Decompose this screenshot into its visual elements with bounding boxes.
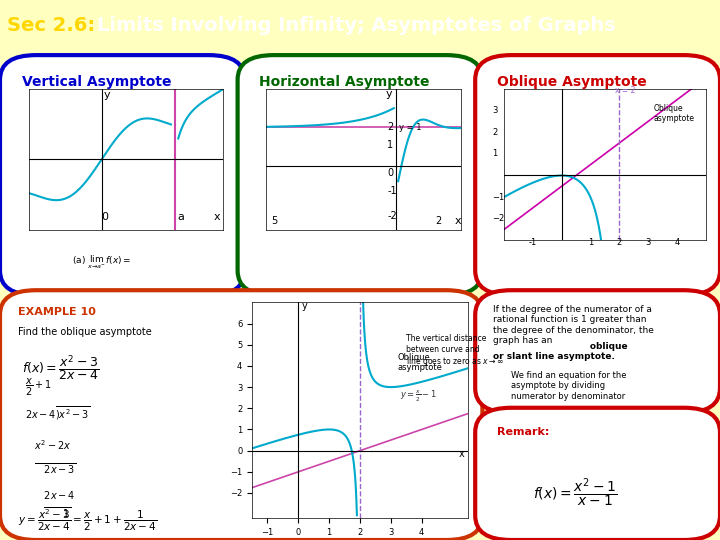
Text: Limits Involving Infinity; Asymptotes of Graphs: Limits Involving Infinity; Asymptotes of…: [97, 16, 616, 35]
Text: -2: -2: [387, 211, 397, 221]
Text: 2: 2: [616, 238, 622, 247]
Text: 0: 0: [102, 212, 109, 222]
Text: 1: 1: [588, 238, 593, 247]
Text: 3: 3: [492, 106, 498, 115]
Text: x: x: [459, 449, 464, 459]
Text: y: y: [302, 301, 307, 310]
Text: x: x: [454, 217, 461, 226]
Text: −2: −2: [492, 214, 505, 223]
Text: Vertical Asymptote: Vertical Asymptote: [22, 75, 171, 89]
Text: Sec 2.6:: Sec 2.6:: [7, 16, 95, 35]
FancyBboxPatch shape: [475, 290, 720, 413]
Text: The vertical distance
between curve and
line goes to zero as $x\to\infty$: The vertical distance between curve and …: [406, 334, 505, 368]
Text: 2: 2: [387, 122, 394, 132]
FancyBboxPatch shape: [0, 55, 245, 295]
Text: EXAMPLE 10: EXAMPLE 10: [18, 307, 96, 318]
Text: −1: −1: [492, 193, 505, 201]
Text: 1: 1: [492, 150, 498, 158]
Text: y: y: [385, 89, 392, 99]
Text: 2: 2: [492, 128, 498, 137]
Text: a: a: [177, 212, 184, 222]
Text: Horizontal Asymptote: Horizontal Asymptote: [259, 75, 430, 89]
Text: y: y: [104, 91, 111, 100]
Text: 2: 2: [435, 217, 441, 226]
FancyBboxPatch shape: [0, 290, 482, 540]
Text: $f(x) = \dfrac{x^2-1}{x-1}$: $f(x) = \dfrac{x^2-1}{x-1}$: [533, 476, 617, 509]
Text: We find an equation for the
asymptote by dividing
numerator by denominator: We find an equation for the asymptote by…: [511, 371, 626, 401]
Text: Oblique
asymptote: Oblique asymptote: [397, 353, 442, 372]
Text: 0: 0: [387, 168, 394, 178]
Text: $\lim_{x \to \pm\infty} f(x) = L$: $\lim_{x \to \pm\infty} f(x) = L$: [274, 104, 341, 126]
Text: Find the oblique asymptote: Find the oblique asymptote: [18, 327, 152, 337]
Text: 3: 3: [645, 238, 651, 247]
Text: x: x: [213, 212, 220, 222]
Text: -1: -1: [528, 238, 537, 247]
Text: x = 2: x = 2: [615, 86, 635, 96]
Text: $\lim_{x \to a} f(x) = \pm\infty$: $\lim_{x \to a} f(x) = \pm\infty$: [36, 104, 109, 126]
Text: -1: -1: [387, 186, 397, 196]
Text: $\quad \overline{\quad 2x-3}$: $\quad \overline{\quad 2x-3}$: [25, 462, 76, 476]
Text: 4: 4: [674, 238, 680, 247]
Text: If the degree of the numerator of a
rational function is 1 greater than
the degr: If the degree of the numerator of a rati…: [493, 305, 654, 345]
FancyBboxPatch shape: [475, 408, 720, 540]
Text: $\quad\quad 2x-4$: $\quad\quad 2x-4$: [25, 489, 76, 501]
Text: Oblique Asymptote: Oblique Asymptote: [497, 75, 647, 89]
Text: $2x-4\overline{)x^2-3}$: $2x-4\overline{)x^2-3}$: [25, 405, 90, 422]
Text: $\quad x^2 - 2x$: $\quad x^2 - 2x$: [25, 438, 71, 452]
FancyBboxPatch shape: [238, 55, 482, 295]
Text: 1: 1: [387, 140, 394, 150]
Text: $f(x) = \dfrac{x^2-3}{2x-4}$: $f(x) = \dfrac{x^2-3}{2x-4}$: [22, 354, 99, 383]
Text: or slant line asymptote.: or slant line asymptote.: [493, 353, 615, 361]
Text: Oblique
asymptote: Oblique asymptote: [654, 104, 695, 124]
Text: Remark:: Remark:: [497, 427, 549, 437]
Text: $\quad\quad \overline{\quad\quad 1}$: $\quad\quad \overline{\quad\quad 1}$: [25, 505, 71, 521]
Text: 5: 5: [271, 217, 277, 226]
FancyBboxPatch shape: [475, 55, 720, 295]
Text: $y = \frac{x}{2}-1$: $y = \frac{x}{2}-1$: [400, 389, 437, 404]
Text: $y = \dfrac{x^2-3}{2x-4} = \dfrac{x}{2}+1+\dfrac{1}{2x-4}$: $y = \dfrac{x^2-3}{2x-4} = \dfrac{x}{2}+…: [18, 508, 157, 532]
Text: oblique: oblique: [493, 342, 628, 350]
Text: y = 1: y = 1: [399, 123, 422, 132]
Text: $\dfrac{x}{2}+1$: $\dfrac{x}{2}+1$: [25, 377, 52, 398]
Text: (a) $\lim_{x \to a^-} f(x) =$: (a) $\lim_{x \to a^-} f(x) =$: [72, 254, 131, 271]
